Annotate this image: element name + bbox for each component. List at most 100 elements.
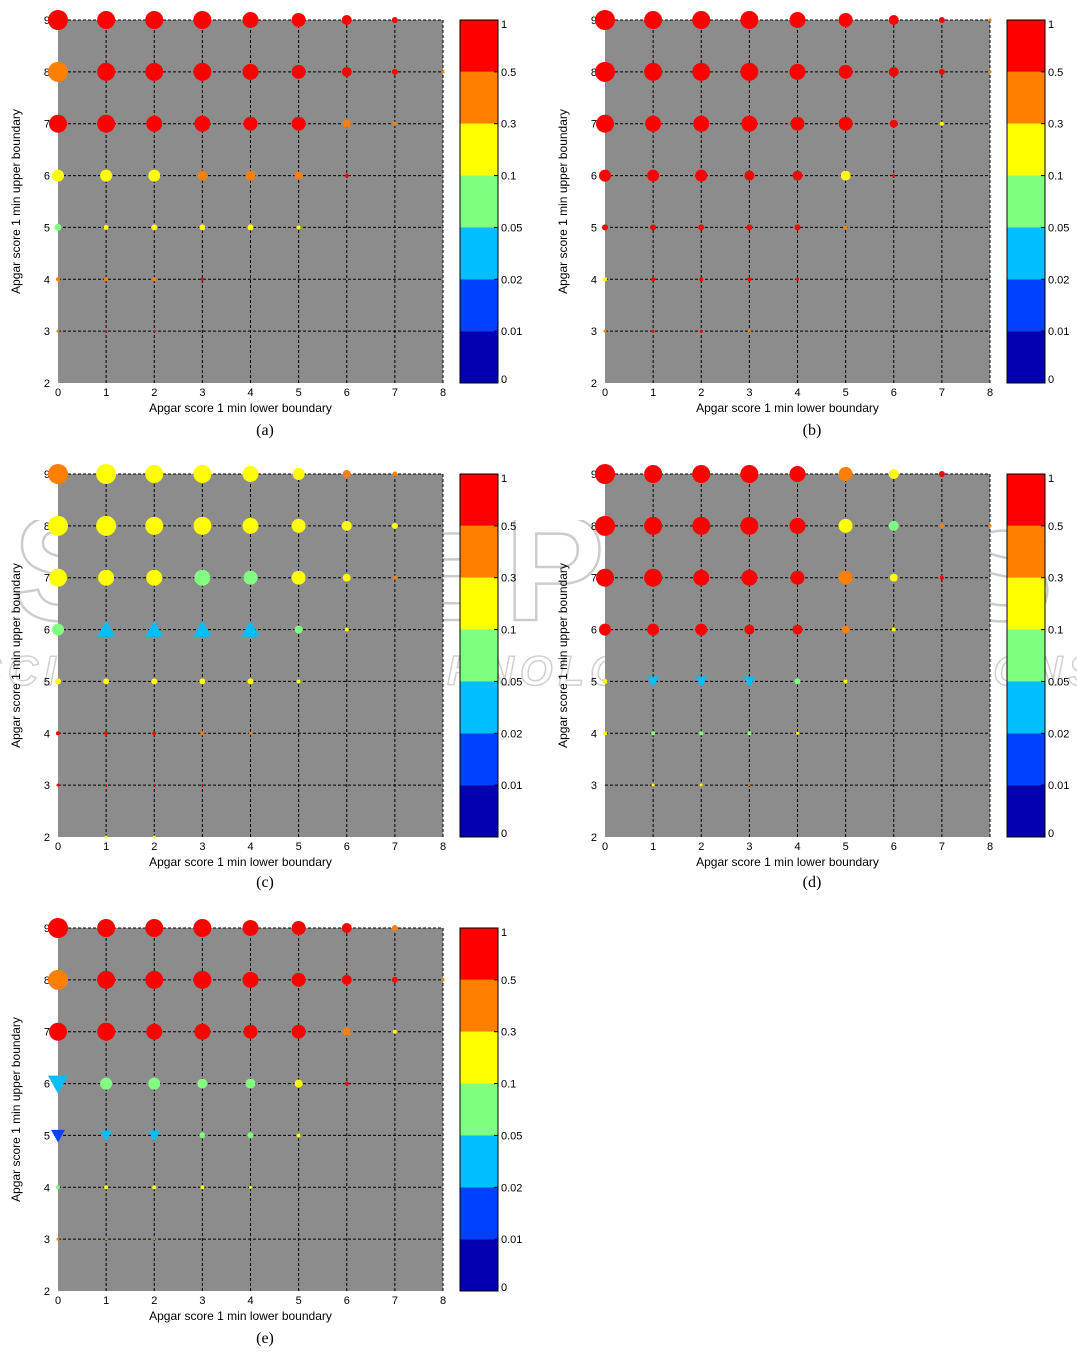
x-tick-label: 0 bbox=[55, 1295, 61, 1307]
data-point bbox=[104, 731, 109, 736]
data-point bbox=[200, 731, 205, 736]
x-tick-label: 2 bbox=[151, 841, 157, 853]
colorbar-tick-label: 0 bbox=[501, 374, 507, 386]
data-point bbox=[103, 224, 109, 230]
data-point bbox=[242, 466, 259, 482]
data-point bbox=[789, 63, 806, 80]
data-point bbox=[97, 114, 116, 133]
data-point bbox=[841, 625, 850, 634]
y-tick-label: 6 bbox=[591, 625, 597, 637]
data-point bbox=[441, 978, 445, 982]
data-point bbox=[193, 516, 212, 535]
x-tick-label: 7 bbox=[392, 387, 398, 399]
data-point bbox=[104, 277, 109, 282]
data-point bbox=[245, 1078, 256, 1089]
data-point bbox=[693, 569, 710, 586]
data-point bbox=[145, 919, 164, 937]
x-tick-label: 3 bbox=[199, 841, 205, 853]
data-point bbox=[644, 516, 663, 535]
data-point bbox=[243, 570, 258, 585]
colorbar-tick-label: 0 bbox=[501, 828, 507, 840]
data-point bbox=[341, 520, 352, 531]
colorbar-tick-label: 1 bbox=[1048, 19, 1054, 31]
data-point bbox=[938, 17, 945, 23]
data-point bbox=[344, 1081, 349, 1086]
data-point bbox=[889, 119, 898, 128]
colorbar-tick-label: 0.01 bbox=[501, 780, 522, 792]
data-point bbox=[888, 15, 899, 25]
x-tick-label: 4 bbox=[794, 841, 800, 853]
data-point bbox=[56, 731, 60, 736]
data-point bbox=[49, 1022, 67, 1041]
data-point bbox=[651, 731, 656, 736]
data-point bbox=[651, 329, 655, 333]
data-point bbox=[100, 1077, 113, 1090]
data-point bbox=[843, 679, 848, 684]
colorbar-band bbox=[1007, 785, 1045, 837]
data-point-triangle-down bbox=[48, 1075, 68, 1094]
y-tick-label: 4 bbox=[44, 1182, 50, 1194]
data-point bbox=[699, 277, 704, 282]
data-point bbox=[145, 465, 164, 483]
x-tick-label: 1 bbox=[103, 1295, 109, 1307]
data-point bbox=[291, 518, 306, 533]
colorbar-tick-label: 0.05 bbox=[1048, 676, 1069, 688]
data-point bbox=[145, 970, 164, 989]
data-point bbox=[596, 114, 614, 133]
data-point bbox=[695, 623, 708, 636]
data-point bbox=[243, 116, 258, 131]
data-point bbox=[342, 1027, 351, 1036]
data-point bbox=[602, 224, 608, 231]
y-tick-label: 6 bbox=[44, 1079, 50, 1091]
data-point bbox=[48, 969, 68, 990]
data-point bbox=[97, 11, 116, 29]
x-axis-label: Apgar score 1 min lower boundary bbox=[149, 1309, 332, 1323]
data-point bbox=[644, 11, 663, 29]
x-tick-label: 5 bbox=[843, 841, 849, 853]
colorbar-band bbox=[1007, 577, 1045, 630]
y-tick-label: 9 bbox=[44, 469, 50, 481]
x-tick-label: 6 bbox=[344, 1295, 350, 1307]
colorbar-frame bbox=[1006, 473, 1046, 838]
data-point bbox=[341, 66, 352, 77]
data-point bbox=[888, 66, 899, 77]
data-point bbox=[792, 624, 803, 635]
data-point bbox=[291, 972, 306, 987]
data-point bbox=[342, 119, 351, 128]
colorbar-band bbox=[1007, 331, 1045, 383]
data-point bbox=[197, 1078, 208, 1089]
data-point bbox=[647, 169, 660, 182]
data-point bbox=[595, 10, 615, 30]
data-point bbox=[291, 1024, 306, 1039]
colorbar-tick-label: 0.3 bbox=[1048, 573, 1063, 585]
y-tick-label: 3 bbox=[44, 326, 50, 338]
colorbar-band bbox=[460, 20, 498, 72]
y-tick-label: 5 bbox=[44, 676, 50, 688]
caption-d: (d) bbox=[802, 874, 822, 891]
y-tick-label: 7 bbox=[591, 119, 597, 131]
data-point bbox=[97, 62, 116, 81]
data-point bbox=[391, 522, 398, 529]
colorbar-tick-label: 0.5 bbox=[501, 975, 516, 987]
data-point bbox=[644, 568, 663, 587]
colorbar-band bbox=[460, 1239, 498, 1291]
y-tick-label: 2 bbox=[44, 832, 50, 844]
colorbar-band bbox=[460, 525, 498, 578]
x-tick-label: 5 bbox=[843, 387, 849, 399]
colorbar-band bbox=[460, 733, 498, 786]
data-point bbox=[789, 517, 806, 534]
data-point bbox=[49, 568, 67, 587]
x-tick-label: 1 bbox=[103, 387, 109, 399]
x-tick-label: 8 bbox=[440, 841, 446, 853]
data-point bbox=[747, 731, 752, 736]
colorbar-tick-label: 0.1 bbox=[1048, 171, 1063, 183]
data-point bbox=[296, 679, 301, 684]
data-point bbox=[249, 1185, 252, 1189]
y-tick-label: 3 bbox=[591, 326, 597, 338]
x-tick-label: 3 bbox=[199, 387, 205, 399]
data-point bbox=[152, 835, 156, 839]
data-point bbox=[193, 465, 212, 483]
data-point bbox=[193, 62, 212, 81]
colorbar-tick-label: 0.3 bbox=[501, 119, 516, 131]
data-point bbox=[96, 515, 117, 536]
